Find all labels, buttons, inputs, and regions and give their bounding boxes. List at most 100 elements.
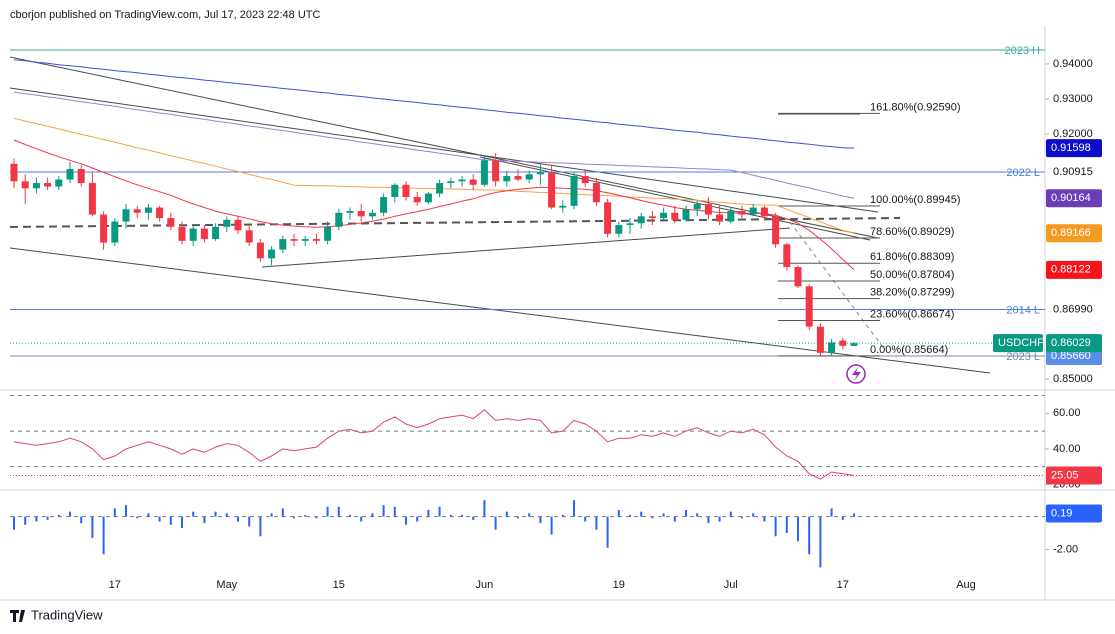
histogram-bar bbox=[438, 506, 441, 517]
histogram-bar bbox=[248, 516, 251, 527]
y-tick-label: 40.00 bbox=[1053, 443, 1081, 455]
ma-value-label-box bbox=[1046, 224, 1102, 243]
candle-body bbox=[391, 184, 399, 198]
histogram-bar bbox=[427, 510, 430, 517]
histogram-bar bbox=[539, 516, 542, 524]
histogram-bar bbox=[584, 516, 587, 522]
histogram-bar bbox=[259, 516, 262, 537]
trendlines bbox=[9, 56, 991, 374]
rsi-value-label-box bbox=[1046, 466, 1102, 485]
candle-body bbox=[66, 169, 74, 180]
histogram-bar bbox=[169, 516, 172, 525]
histogram-bar bbox=[729, 511, 732, 517]
candle-body bbox=[492, 160, 500, 182]
histogram-bar bbox=[237, 516, 239, 522]
histogram-bar bbox=[662, 513, 665, 517]
histogram-bar bbox=[192, 511, 195, 517]
level-label: 2023 L bbox=[1006, 351, 1040, 363]
histogram-bar bbox=[349, 514, 351, 517]
level-label: 2023 H bbox=[1005, 45, 1041, 57]
candle-body bbox=[503, 176, 511, 182]
fib-label: 161.80%(0.92590) bbox=[870, 101, 961, 113]
candle-body bbox=[55, 179, 63, 187]
x-tick-label: Jul bbox=[724, 579, 738, 591]
ma-value-label: 0.91598 bbox=[1051, 142, 1091, 154]
candle-body bbox=[279, 239, 287, 250]
trendline bbox=[479, 156, 871, 241]
candle-body bbox=[514, 176, 522, 180]
candle-body bbox=[637, 216, 645, 224]
candle-body bbox=[738, 211, 746, 215]
candle-body bbox=[357, 211, 365, 217]
histogram-bar bbox=[382, 505, 385, 517]
x-tick-label: 17 bbox=[109, 579, 121, 591]
histogram-bar bbox=[808, 516, 811, 555]
histogram-bar bbox=[405, 516, 407, 525]
histogram-bar bbox=[528, 513, 531, 517]
histogram-bar bbox=[550, 516, 553, 535]
candle-body bbox=[144, 207, 152, 213]
histogram-bar bbox=[337, 506, 340, 517]
candle-body bbox=[88, 183, 96, 215]
candle-body bbox=[10, 163, 18, 182]
y-tick-label: 60.00 bbox=[1053, 407, 1081, 419]
fib-label: 38.20%(0.87299) bbox=[870, 287, 954, 299]
candle-body bbox=[256, 242, 264, 259]
level-axis-label: 0.90915 bbox=[1053, 166, 1093, 178]
x-tick-label: May bbox=[216, 579, 237, 591]
candle-body bbox=[592, 183, 600, 203]
histogram-bar bbox=[35, 516, 38, 522]
candle-body bbox=[178, 226, 186, 241]
candle-body bbox=[469, 179, 477, 185]
ma-value-label: 0.88122 bbox=[1051, 264, 1091, 276]
x-tick-label: 17 bbox=[837, 579, 849, 591]
dashed-level bbox=[9, 217, 901, 228]
histogram-bar bbox=[797, 516, 799, 542]
candle-body bbox=[480, 160, 488, 185]
histogram-bar bbox=[214, 511, 217, 517]
histogram-bar bbox=[561, 514, 564, 517]
candle-body bbox=[660, 212, 668, 219]
y-tick-label: -2.00 bbox=[1053, 543, 1078, 555]
histogram-bar bbox=[270, 513, 273, 517]
symbol-label: USDCHF bbox=[998, 337, 1044, 349]
x-tick-label: Aug bbox=[956, 579, 976, 591]
candle-body bbox=[559, 205, 567, 208]
histogram-bar bbox=[472, 516, 475, 520]
histogram-bar bbox=[841, 516, 844, 520]
histogram-bar bbox=[494, 516, 497, 530]
event-icon bbox=[846, 364, 866, 384]
fib-label: 50.00%(0.87804) bbox=[870, 269, 954, 281]
candle-body bbox=[324, 226, 332, 241]
y-tick-label: 0.94000 bbox=[1053, 58, 1093, 70]
candle-body bbox=[156, 207, 164, 219]
level-label: 2014 L bbox=[1006, 304, 1040, 316]
icon-ring bbox=[846, 364, 866, 384]
candle-body bbox=[245, 230, 253, 243]
candle-body bbox=[760, 207, 768, 217]
y-tick-label: 0.92000 bbox=[1053, 128, 1093, 140]
candle-body bbox=[312, 239, 320, 241]
histogram-bar bbox=[774, 516, 777, 537]
level-label: 2022 L bbox=[1006, 167, 1040, 179]
candle-body bbox=[234, 219, 242, 231]
candle-body bbox=[805, 286, 813, 327]
candle-body bbox=[536, 172, 544, 175]
fib-label: 78.60%(0.89029) bbox=[870, 226, 954, 238]
histogram-bar bbox=[371, 513, 374, 517]
candle-body bbox=[828, 342, 836, 353]
fib-label: 0.00%(0.85664) bbox=[870, 344, 948, 356]
histogram-bar bbox=[651, 516, 654, 519]
histogram-bar bbox=[696, 513, 699, 517]
histogram-bar bbox=[46, 516, 49, 520]
candle-body bbox=[716, 214, 724, 222]
histogram-bar bbox=[685, 510, 687, 517]
candle-body bbox=[212, 226, 220, 240]
histogram-bar bbox=[449, 514, 452, 517]
histogram-bar bbox=[718, 516, 721, 522]
candle-body bbox=[458, 179, 466, 182]
trendline bbox=[261, 227, 791, 268]
candle-body bbox=[704, 204, 712, 215]
level-axis-label: 0.85660 bbox=[1051, 350, 1091, 362]
x-tick-label: 15 bbox=[333, 579, 345, 591]
